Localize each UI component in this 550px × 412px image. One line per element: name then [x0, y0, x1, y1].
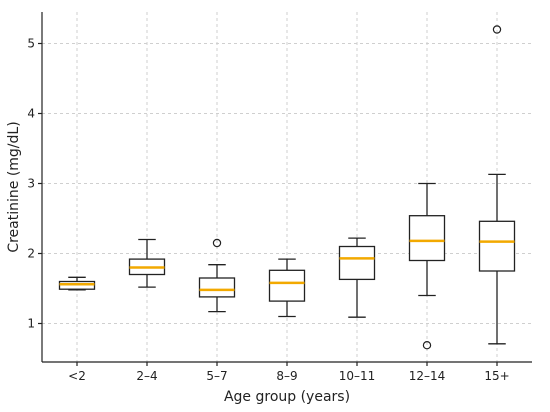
box-iqr: [338, 245, 376, 281]
x-tick-label: 12–14: [409, 369, 446, 383]
outlier-point: [422, 341, 432, 350]
y-tick-label: 2: [27, 247, 35, 261]
box-iqr: [268, 269, 306, 302]
x-tick-label: 2–4: [136, 369, 157, 383]
marks-layer: [58, 25, 516, 350]
box-iqr: [408, 215, 446, 262]
y-tick-label: 1: [27, 317, 35, 331]
x-tick-label: 10–11: [339, 369, 376, 383]
y-axis-label: Creatinine (mg/dL): [6, 121, 22, 252]
x-tick-label: 8–9: [276, 369, 297, 383]
x-axis-label: Age group (years): [224, 389, 350, 405]
box-iqr: [198, 277, 236, 298]
x-tick-label: <2: [68, 369, 86, 383]
outlier-point: [492, 25, 502, 34]
axis-layer: 1 2 3 4 5 <2 2–4 5–7 8–9 10–11 12–14 15+: [27, 12, 532, 383]
x-tick-label: 15+: [484, 369, 509, 383]
y-tick-label: 4: [27, 107, 35, 121]
y-tick-label: 3: [27, 177, 35, 191]
box-iqr: [478, 220, 516, 272]
y-tick-label: 5: [27, 37, 35, 51]
outlier-point: [212, 238, 222, 248]
x-tick-label: 5–7: [206, 369, 227, 383]
